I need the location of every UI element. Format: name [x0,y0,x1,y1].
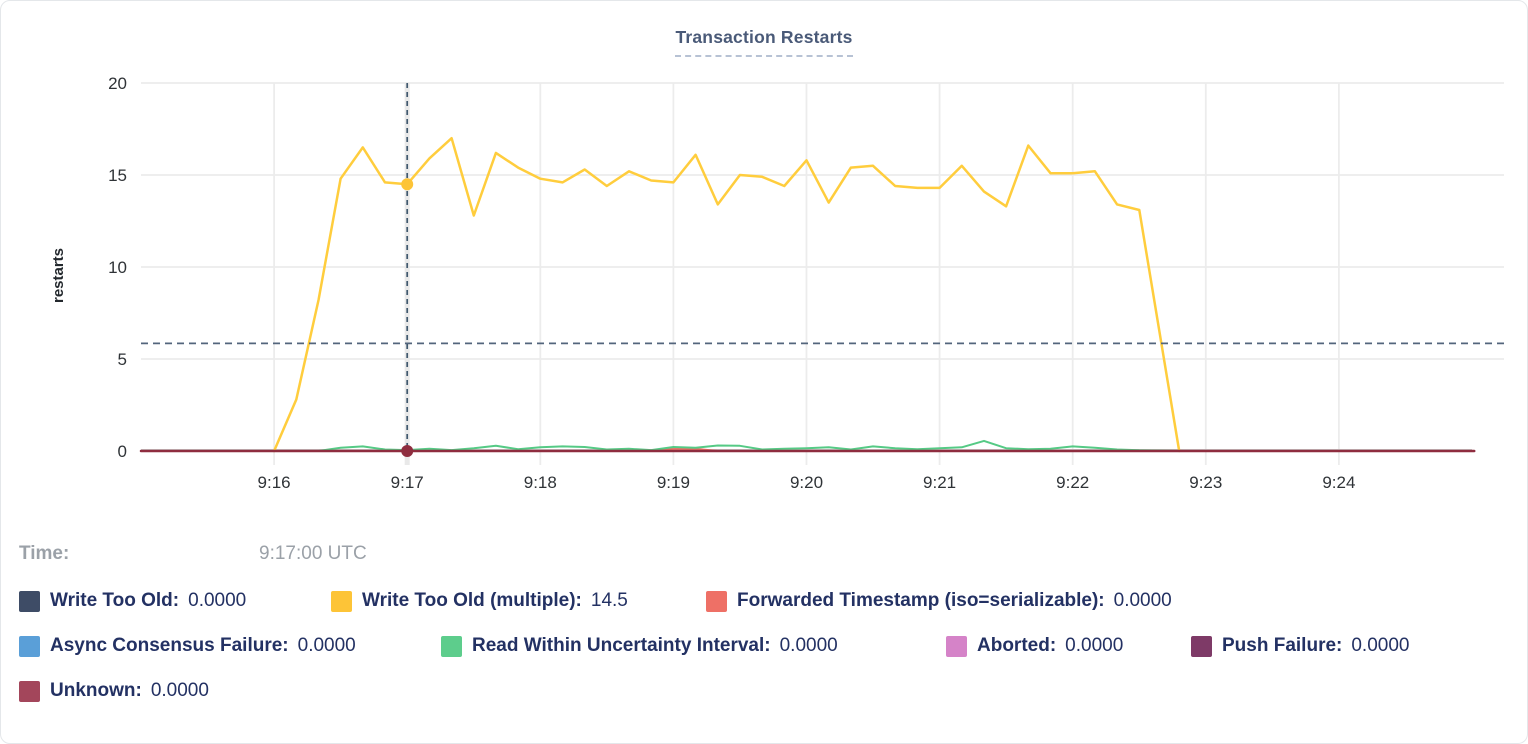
x-tick-label: 9:16 [258,473,291,492]
legend-swatch-write-too-old-multiple [331,590,352,612]
y-tick-label: 10 [108,258,127,277]
y-tick-label: 20 [108,74,127,93]
y-tick-label: 0 [118,442,127,461]
legend-swatch-aborted [946,635,967,657]
legend-item-write-too-old-multiple[interactable]: Write Too Old (multiple): 14.5 [331,589,706,613]
legend-row: Async Consensus Failure: 0.0000 Read Wit… [19,634,1409,658]
legend-swatch-push-failure [1191,635,1212,657]
legend-label: Aborted: [977,635,1057,656]
legend-item-aborted[interactable]: Aborted: 0.0000 [946,634,1191,658]
legend-value: 0.0000 [1065,635,1124,656]
x-tick-label: 9:24 [1322,473,1355,492]
hover-point-unknown [401,445,414,457]
hover-point-write-too-old-multiple- [401,178,414,191]
legend-label: Read Within Uncertainty Interval: [472,635,771,656]
legend-value: 0.0000 [1351,635,1410,656]
legend-value: 0.0000 [1113,590,1172,611]
series-line-read_within_uncertainty_interval [317,439,1185,452]
legend-label: Unknown: [50,680,142,701]
x-tick-label: 9:22 [1056,473,1089,492]
x-tick-label: 9:20 [790,473,823,492]
legend-value: 0.0000 [150,680,209,701]
legend-swatch-read-within-uncertainty-interval [441,635,462,657]
hover-time-label: Time: [19,543,70,564]
x-tick-label: 9:18 [524,473,557,492]
legend-row: Write Too Old: 0.0000 Write Too Old (mul… [19,589,1172,613]
hover-time-row: Time: 9:17:00 UTC [19,543,1509,565]
x-tick-label: 9:23 [1189,473,1222,492]
legend-item-unknown[interactable]: Unknown: 0.0000 [19,679,209,703]
chart-title[interactable]: Transaction Restarts [675,27,853,57]
legend-label: Write Too Old: [50,590,180,611]
legend-value: 14.5 [590,590,628,611]
legend-item-write-too-old[interactable]: Write Too Old: 0.0000 [19,589,331,613]
legend-label: Push Failure: [1222,635,1343,656]
y-tick-label: 5 [118,350,127,369]
legend-value: 0.0000 [779,635,838,656]
legend-item-forwarded-timestamp[interactable]: Forwarded Timestamp (iso=serializable): … [706,589,1172,613]
legend-swatch-write-too-old [19,590,40,612]
legend-swatch-unknown [19,680,40,702]
chart-canvas[interactable]: 0 5 10 15 20 9:16 9:17 9:18 9:19 9:20 9:21 9:22 9:23… [1,1,1528,531]
legend-item-async-consensus-failure[interactable]: Async Consensus Failure: 0.0000 [19,634,441,658]
legend-value: 0.0000 [297,635,356,656]
legend-item-read-within-uncertainty-interval[interactable]: Read Within Uncertainty Interval: 0.0000 [441,634,946,658]
legend-label: Forwarded Timestamp (iso=serializable): [737,590,1105,611]
legend-row: Unknown: 0.0000 [19,679,209,703]
x-tick-label: 9:19 [657,473,690,492]
hover-time-value: 9:17:00 UTC [259,543,367,564]
legend-swatch-async-consensus-failure [19,635,40,657]
legend-label: Write Too Old (multiple): [362,590,582,611]
legend-value: 0.0000 [188,590,247,611]
legend-swatch-forwarded-timestamp [706,590,727,612]
legend-label: Async Consensus Failure: [50,635,289,656]
legend-item-push-failure[interactable]: Push Failure: 0.0000 [1191,634,1409,658]
x-tick-label: 9:17 [391,473,424,492]
x-tick-label: 9:21 [923,473,956,492]
series-line-write_too_old_multiple [272,136,1181,453]
chart-title-wrap: Transaction Restarts [1,27,1527,57]
y-tick-label: 15 [108,166,127,185]
